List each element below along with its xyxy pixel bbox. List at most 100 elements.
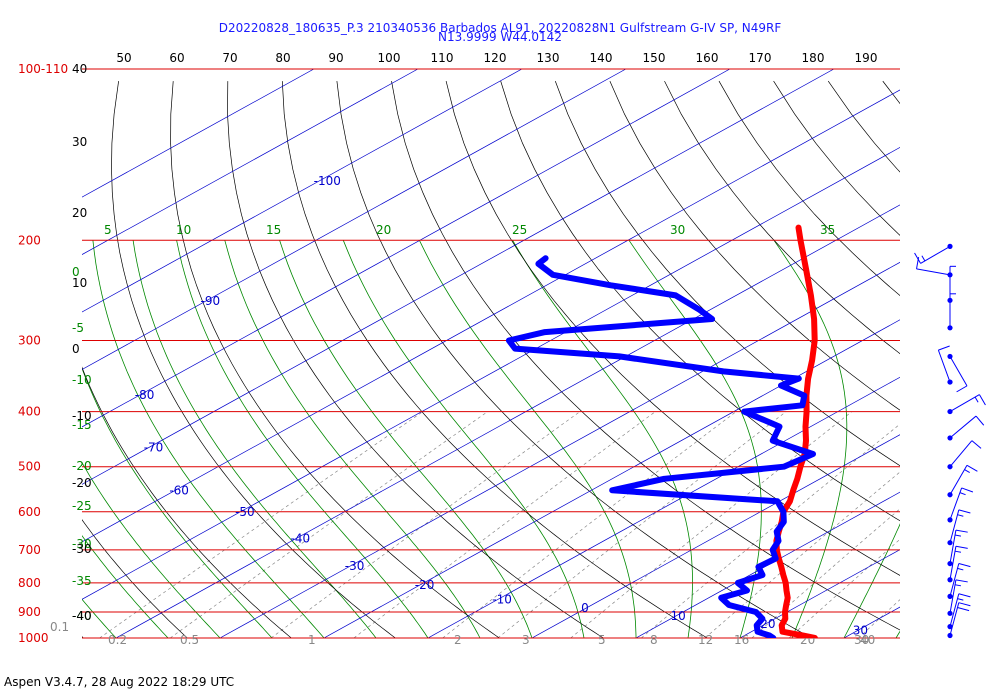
footer-version-text: Aspen V3.4.7, 28 Aug 2022 18:29 UTC [4, 675, 235, 689]
isotherm-label: -90 [201, 294, 221, 308]
wind-barb-flag [958, 509, 971, 514]
dewpoint-profile-point [673, 292, 679, 298]
wind-barb [947, 563, 971, 599]
dewpoint-profile-point [512, 346, 518, 352]
wind-barb-flag [955, 579, 968, 583]
wind-barb [947, 394, 986, 415]
wind-barb-flag [955, 545, 968, 549]
dewpoint-profile-point [543, 255, 549, 261]
wind-barb-staff [949, 593, 960, 627]
isotherm-line [531, 434, 900, 638]
dewpoint-profile-point [801, 393, 807, 399]
wind-barb-staff [949, 563, 960, 597]
dewpoint-profile-point [753, 609, 759, 615]
moist-adiabat-line [279, 240, 533, 638]
dewpoint-profile-point [778, 383, 784, 388]
wind-barb-flag [957, 567, 964, 571]
wind-barb-flag [959, 492, 966, 496]
pressure-label: 700 [18, 543, 41, 557]
pressure-label: 900 [18, 605, 41, 619]
temperature-profile-point [800, 633, 806, 638]
wind-barb-staff [937, 349, 951, 383]
top-axis-tick: 80 [275, 51, 290, 65]
top-axis-tick: 50 [116, 51, 131, 65]
dewpoint-profile-point [780, 509, 786, 515]
top-axis-tick: 190 [855, 51, 878, 65]
dewpoint-profile-point [616, 353, 622, 359]
temperature-profile-point [780, 572, 786, 578]
wind-barb [947, 529, 968, 567]
dewpoint-profile-point [744, 588, 750, 593]
dewpoint-profile-point [542, 329, 548, 335]
mixing-ratio-label: 0.2 [108, 633, 127, 647]
wind-barb-staff [949, 509, 960, 543]
dewpoint-profile-point [754, 622, 760, 628]
left-temperature-tick: 40 [72, 62, 87, 76]
pressure-label: 800 [18, 576, 41, 590]
wind-barb-staff [949, 394, 980, 413]
dewpoint-profile-point [776, 538, 781, 544]
wind-barb-flag [914, 252, 921, 264]
wind-barbs [914, 243, 986, 639]
wind-barb-staff [949, 487, 963, 521]
wind-barb-flag [974, 396, 979, 403]
mixing-ratio-line [169, 411, 488, 638]
chart-title-line-1: D20220828_180635_P.3 210340536 Barbados … [218, 21, 782, 35]
wind-barb-staff [949, 546, 957, 580]
isotherm-label: -80 [135, 388, 155, 402]
top-axis-tick: 130 [537, 51, 560, 65]
mixing-ratio-label: 1 [308, 633, 316, 647]
temperature-profile-point [805, 376, 811, 382]
isotherm-line [82, 69, 419, 255]
top-axis-tick: 180 [802, 51, 825, 65]
temperature-profile-point [804, 409, 810, 415]
dewpoint-profile-point [799, 402, 805, 408]
dry-adiabat-line [827, 80, 900, 173]
temperature-profile-point [803, 438, 809, 444]
wind-barb-station [947, 610, 953, 616]
mixing-ratio-lines [99, 411, 900, 638]
isotherm-label: 30 [853, 623, 868, 637]
moist-adiabat-line [342, 240, 585, 638]
mixing-ratio-label: 30 [854, 633, 869, 647]
isotherm-line [427, 376, 900, 638]
wind-barb-staff [949, 356, 968, 387]
temperature-profile-point [796, 225, 801, 231]
wind-barb-station [947, 577, 953, 583]
wind-barb [947, 293, 956, 331]
isotherm-label: -60 [169, 484, 189, 498]
dewpoint-profile-point [755, 629, 761, 635]
moist-adiabat-label: 25 [512, 223, 527, 237]
moist-adiabat-label: 0 [72, 265, 80, 279]
mixing-ratio-label: 0.1 [50, 620, 69, 634]
wind-barb [947, 602, 971, 639]
wind-barb-flag [966, 464, 978, 472]
temperature-profile-point [787, 498, 793, 504]
temperature-profile-point [812, 635, 818, 638]
mixing-ratio-label: 5 [598, 633, 606, 647]
top-axis-tick: 170 [749, 51, 772, 65]
wind-barb-staff [949, 602, 960, 636]
wind-barb-flag [938, 345, 950, 351]
pressure-label: 600 [18, 505, 41, 519]
moist-adiabat-label: -10 [72, 373, 92, 387]
temperature-profile-point [811, 316, 817, 322]
dry-adiabat-line [500, 80, 900, 522]
dry-adiabat-line [82, 636, 84, 638]
wind-barb-flag [955, 529, 968, 533]
mixing-ratio-label: 0.5 [180, 633, 199, 647]
dry-adiabat-line [773, 80, 900, 236]
wind-barb [947, 487, 974, 523]
dewpoint-profile [505, 255, 816, 638]
wind-barb [947, 440, 982, 470]
pressure-label: 100-110 [18, 62, 68, 76]
isotherm-line [82, 69, 315, 198]
wind-barb-flag [956, 385, 968, 393]
mixing-ratio-line [704, 471, 900, 638]
dewpoint-profile-point [550, 272, 556, 278]
wind-barb-flag [975, 415, 985, 426]
dewpoint-profile-point [781, 464, 787, 470]
dry-adiabat-line [445, 81, 900, 576]
mixing-ratio-label: 3 [522, 633, 530, 647]
